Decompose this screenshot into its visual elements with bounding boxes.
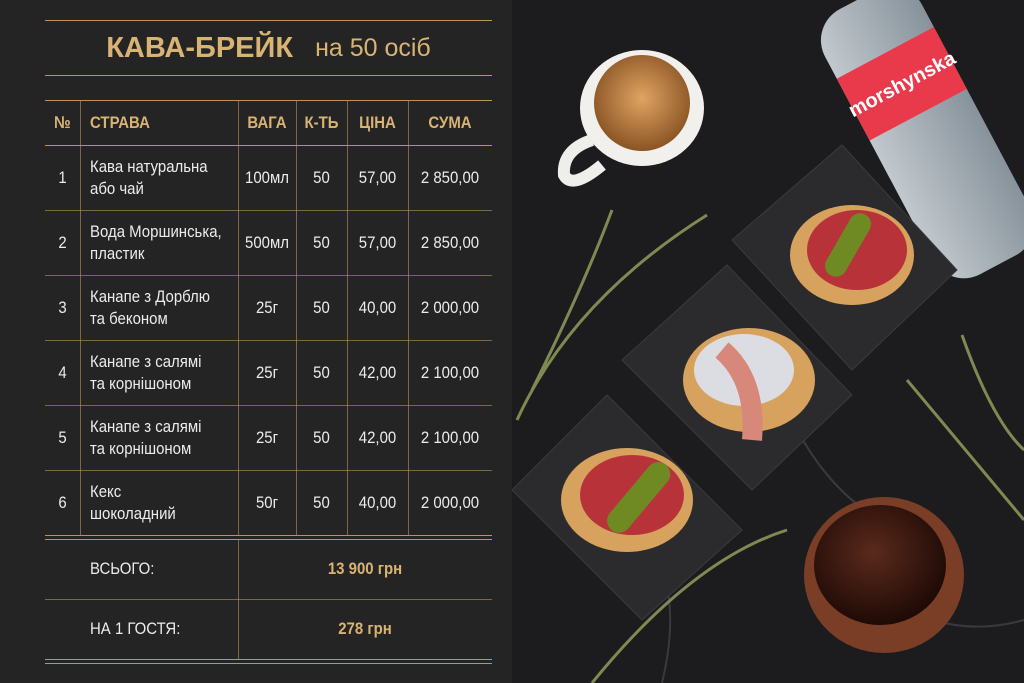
food-photo: morshynska: [512, 0, 1024, 683]
rule: [45, 100, 492, 101]
rule: [45, 340, 492, 341]
dish-line: пластик: [90, 243, 145, 263]
column-header: ЦІНА: [359, 112, 396, 132]
rule: [45, 659, 492, 660]
table-cell: 2 850,00: [420, 232, 480, 252]
table-cell: 6: [58, 492, 67, 512]
rule: [80, 100, 81, 535]
rule: [45, 539, 492, 540]
total-value: 278 грн: [338, 619, 392, 638]
column-header: СТРАВА: [90, 112, 150, 132]
table-cell: 42,00: [358, 362, 397, 382]
dish-line: Кава натуральна: [90, 156, 208, 176]
subtitle: на 50 осіб: [315, 33, 431, 62]
rule: [45, 20, 492, 21]
table-cell: 57,00: [358, 167, 397, 187]
rule: [45, 405, 492, 406]
table-cell: 50: [313, 232, 330, 252]
dish-name: Кекс шоколадний: [90, 470, 238, 535]
dish-line: Вода Моршинська,: [90, 221, 222, 241]
dish-name: Вода Моршинська, пластик: [90, 210, 238, 275]
dish-name: Канапе з Дорблю та беконом: [90, 275, 238, 340]
rule: [347, 100, 348, 535]
dish-line: Канапе з салямі: [90, 351, 202, 371]
column-header: К-ТЬ: [304, 112, 339, 132]
table-cell: 50: [313, 362, 330, 382]
table-cell: 2: [58, 232, 67, 252]
table-cell: 4: [58, 362, 67, 382]
dish-line: Канапе з салямі: [90, 416, 202, 436]
bottle: morshynska: [820, 0, 1024, 279]
rule: [45, 663, 492, 664]
table-cell: 50: [313, 492, 330, 512]
muffin: [804, 497, 964, 653]
rule: [238, 100, 239, 535]
column-header: ВАГА: [247, 112, 287, 132]
rule: [45, 275, 492, 276]
dish-line: або чай: [90, 178, 144, 198]
title: КАВА-БРЕЙК: [106, 31, 294, 64]
table-cell: 1: [58, 167, 67, 187]
menu-panel: КАВА-БРЕЙК на 50 осіб № СТРАВА ВАГА К-ТЬ ЦІН…: [45, 20, 492, 664]
rule: [238, 599, 239, 659]
table-cell: 50: [313, 427, 330, 447]
table-cell: 50г: [255, 492, 279, 512]
table-cell: 25г: [255, 297, 279, 317]
canapes: [561, 205, 914, 552]
table-cell: 2 100,00: [420, 427, 480, 447]
dish-line: та беконом: [90, 308, 168, 328]
table-cell: 2 000,00: [420, 297, 480, 317]
total-label: НА 1 ГОСТЯ:: [90, 619, 181, 638]
rule: [408, 100, 409, 535]
dish-line: Кекс: [90, 481, 122, 501]
table-cell: 2 000,00: [420, 492, 480, 512]
total-label: ВСЬОГО:: [90, 559, 155, 578]
column-header: СУМА: [428, 112, 472, 132]
rule: [45, 145, 492, 146]
table-cell: 50: [313, 167, 330, 187]
table-cell: 2 100,00: [420, 362, 480, 382]
rule: [296, 100, 297, 535]
column-header: №: [54, 112, 71, 132]
table-cell: 57,00: [358, 232, 397, 252]
dish-line: та корнішоном: [90, 373, 192, 393]
herbs: [515, 209, 1024, 683]
table-cell: 3: [58, 297, 67, 317]
dish-line: шоколадний: [90, 503, 176, 523]
table-cell: 50: [313, 297, 330, 317]
dish-line: та корнішоном: [90, 438, 192, 458]
rule: [45, 75, 492, 76]
table-cell: 25г: [255, 362, 279, 382]
rule: [45, 535, 492, 536]
rule: [45, 599, 492, 600]
title-box: КАВА-БРЕЙК на 50 осіб: [45, 22, 492, 74]
dish-line: Канапе з Дорблю: [90, 286, 210, 306]
rule: [45, 210, 492, 211]
table-cell: 25г: [255, 427, 279, 447]
cup: [557, 50, 704, 187]
dish-name: Канапе з салямі та корнішоном: [90, 405, 238, 470]
rule: [238, 539, 239, 599]
table-cell: 5: [58, 427, 67, 447]
rule: [45, 470, 492, 471]
table-cell: 40,00: [358, 492, 397, 512]
dish-name: Кава натуральна або чай: [90, 145, 238, 210]
table-cell: 2 850,00: [420, 167, 480, 187]
table-cell: 500мл: [244, 232, 289, 252]
table-cell: 100мл: [244, 167, 289, 187]
table-cell: 42,00: [358, 427, 397, 447]
table-cell: 40,00: [358, 297, 397, 317]
dish-name: Канапе з салямі та корнішоном: [90, 340, 238, 405]
total-value: 13 900 грн: [327, 559, 403, 578]
